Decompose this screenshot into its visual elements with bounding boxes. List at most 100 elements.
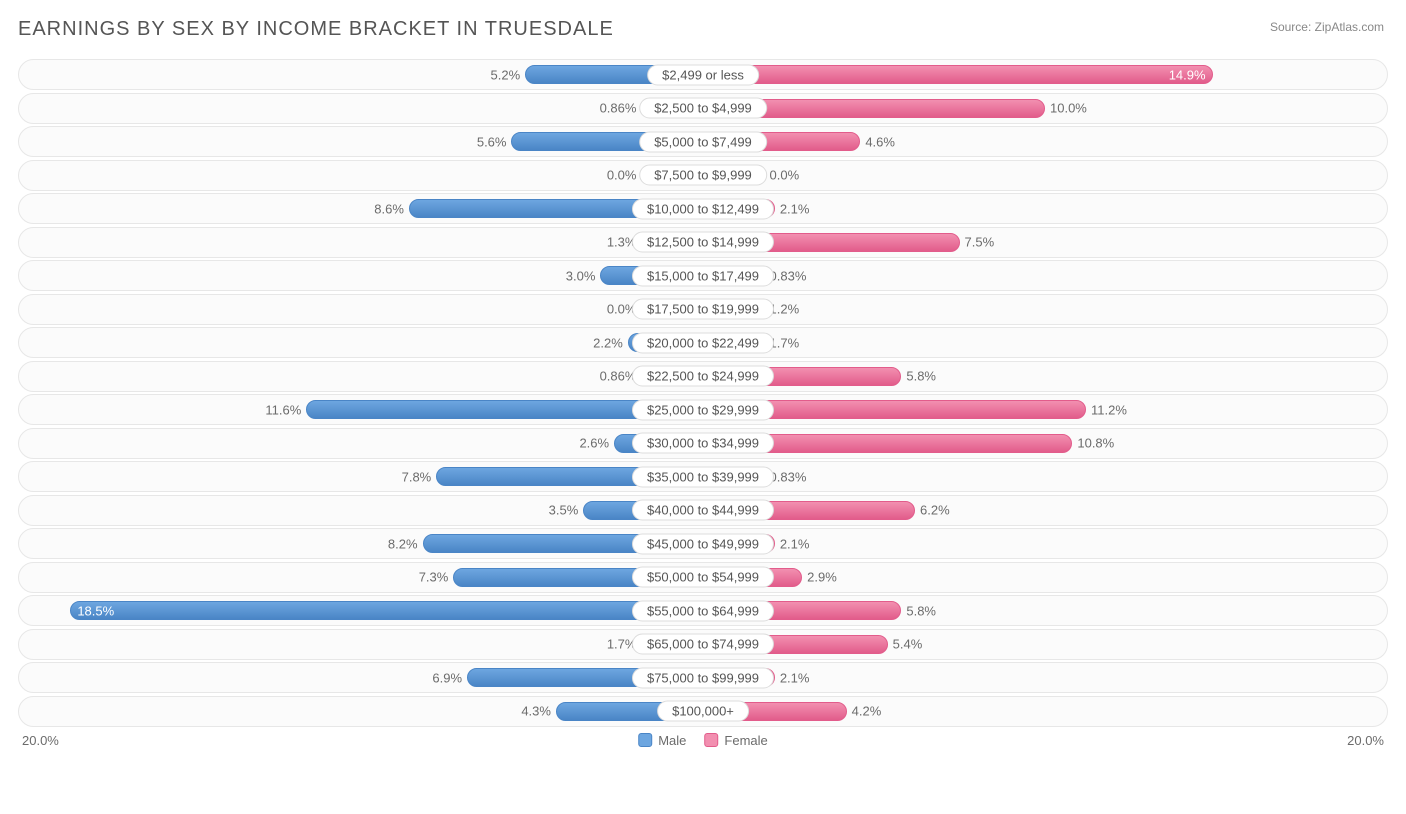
male-half: 0.0% xyxy=(19,295,703,324)
male-pct-label: 7.8% xyxy=(402,469,438,484)
female-half: 5.4% xyxy=(703,630,1387,659)
male-half: 11.6% xyxy=(19,395,703,424)
male-half: 6.9% xyxy=(19,663,703,692)
category-label: $17,500 to $19,999 xyxy=(632,299,774,320)
female-pct-label: 14.9% xyxy=(1169,67,1206,82)
chart-row: 4.3% 4.2%$100,000+ xyxy=(18,696,1388,727)
male-half: 18.5% xyxy=(19,596,703,625)
male-half: 1.7% xyxy=(19,630,703,659)
male-half: 5.6% xyxy=(19,127,703,156)
female-half: 2.1% xyxy=(703,194,1387,223)
category-label: $10,000 to $12,499 xyxy=(632,198,774,219)
legend-label-female: Female xyxy=(724,733,767,748)
legend-male: Male xyxy=(638,733,686,748)
chart-row: 2.2%1.7%$20,000 to $22,499 xyxy=(18,327,1388,358)
male-half: 7.3% xyxy=(19,563,703,592)
chart-footer: 20.0% Male Female 20.0% xyxy=(18,731,1388,761)
category-label: $2,499 or less xyxy=(647,64,759,85)
female-half: 4.2% xyxy=(703,697,1387,726)
chart-row: 7.3% 2.9% $50,000 to $54,999 xyxy=(18,562,1388,593)
female-pct-label: 5.4% xyxy=(887,637,923,652)
category-label: $55,000 to $64,999 xyxy=(632,600,774,621)
category-label: $75,000 to $99,999 xyxy=(632,667,774,688)
female-pct-label: 6.2% xyxy=(914,503,950,518)
female-bar: 14.9% xyxy=(703,65,1213,84)
female-half: 2.1% xyxy=(703,663,1387,692)
legend-female: Female xyxy=(704,733,767,748)
female-half: 6.2% xyxy=(703,496,1387,525)
legend-swatch-female xyxy=(704,733,718,747)
chart-row: 8.2% 2.1%$45,000 to $49,999 xyxy=(18,528,1388,559)
female-pct-label: 10.8% xyxy=(1071,436,1114,451)
source-attribution: Source: ZipAtlas.com xyxy=(1270,20,1384,34)
female-pct-label: 5.8% xyxy=(900,603,936,618)
female-half: 1.2% xyxy=(703,295,1387,324)
female-pct-label: 2.9% xyxy=(801,570,837,585)
category-label: $100,000+ xyxy=(657,701,749,722)
female-half: 0.83% xyxy=(703,462,1387,491)
female-pct-label: 5.8% xyxy=(900,369,936,384)
male-pct-label: 11.6% xyxy=(265,402,307,417)
male-pct-label: 0.86% xyxy=(600,101,643,116)
category-label: $7,500 to $9,999 xyxy=(639,165,767,186)
chart-row: 5.2% 14.9% $2,499 or less xyxy=(18,59,1388,90)
male-pct-label: 3.0% xyxy=(566,268,602,283)
chart-row: 5.6%4.6%$5,000 to $7,499 xyxy=(18,126,1388,157)
female-pct-label: 11.2% xyxy=(1085,402,1127,417)
female-half: 5.8% xyxy=(703,596,1387,625)
male-half: 3.0% xyxy=(19,261,703,290)
male-half: 1.3% xyxy=(19,228,703,257)
chart-row: 6.9%2.1%$75,000 to $99,999 xyxy=(18,662,1388,693)
chart-row: 0.0%1.2%$17,500 to $19,999 xyxy=(18,294,1388,325)
category-label: $15,000 to $17,499 xyxy=(632,265,774,286)
male-half: 8.6% xyxy=(19,194,703,223)
male-half: 2.2% xyxy=(19,328,703,357)
category-label: $20,000 to $22,499 xyxy=(632,332,774,353)
male-half: 7.8% xyxy=(19,462,703,491)
category-label: $35,000 to $39,999 xyxy=(632,466,774,487)
female-half: 4.6% xyxy=(703,127,1387,156)
female-pct-label: 2.1% xyxy=(774,536,810,551)
male-half: 0.86% xyxy=(19,94,703,123)
category-label: $65,000 to $74,999 xyxy=(632,634,774,655)
category-label: $12,500 to $14,999 xyxy=(632,232,774,253)
female-half: 7.5% xyxy=(703,228,1387,257)
male-pct-label: 3.5% xyxy=(549,503,585,518)
male-pct-label: 8.2% xyxy=(388,536,424,551)
male-half: 2.6% xyxy=(19,429,703,458)
legend-swatch-male xyxy=(638,733,652,747)
chart-row: 3.5% 6.2% $40,000 to $44,999 xyxy=(18,495,1388,526)
category-label: $25,000 to $29,999 xyxy=(632,399,774,420)
category-label: $2,500 to $4,999 xyxy=(639,98,767,119)
male-pct-label: 2.2% xyxy=(593,335,629,350)
female-pct-label: 4.6% xyxy=(859,134,895,149)
chart-row: 18.5% 5.8% $55,000 to $64,999 xyxy=(18,595,1388,626)
legend: Male Female xyxy=(638,733,768,748)
chart-row: 1.3% 7.5% $12,500 to $14,999 xyxy=(18,227,1388,258)
male-pct-label: 5.6% xyxy=(477,134,513,149)
male-half: 4.3% xyxy=(19,697,703,726)
chart-row: 8.6%2.1%$10,000 to $12,499 xyxy=(18,193,1388,224)
male-half: 8.2% xyxy=(19,529,703,558)
male-half: 5.2% xyxy=(19,60,703,89)
female-half: 0.83% xyxy=(703,261,1387,290)
male-half: 3.5% xyxy=(19,496,703,525)
female-half: 11.2% xyxy=(703,395,1387,424)
chart-row: 1.7% 5.4% $65,000 to $74,999 xyxy=(18,629,1388,660)
category-label: $22,500 to $24,999 xyxy=(632,366,774,387)
female-pct-label: 7.5% xyxy=(959,235,995,250)
axis-label-right: 20.0% xyxy=(1347,733,1384,748)
chart-row: 3.0% 0.83%$15,000 to $17,499 xyxy=(18,260,1388,291)
male-bar: 18.5% xyxy=(70,601,703,620)
male-half: 0.86% xyxy=(19,362,703,391)
category-label: $30,000 to $34,999 xyxy=(632,433,774,454)
category-label: $50,000 to $54,999 xyxy=(632,567,774,588)
female-pct-label: 0.0% xyxy=(764,168,800,183)
category-label: $45,000 to $49,999 xyxy=(632,533,774,554)
chart-row: 0.0%0.0%$7,500 to $9,999 xyxy=(18,160,1388,191)
female-half: 10.8% xyxy=(703,429,1387,458)
axis-label-left: 20.0% xyxy=(22,733,59,748)
female-half: 10.0% xyxy=(703,94,1387,123)
male-pct-label: 4.3% xyxy=(521,704,557,719)
category-label: $40,000 to $44,999 xyxy=(632,500,774,521)
